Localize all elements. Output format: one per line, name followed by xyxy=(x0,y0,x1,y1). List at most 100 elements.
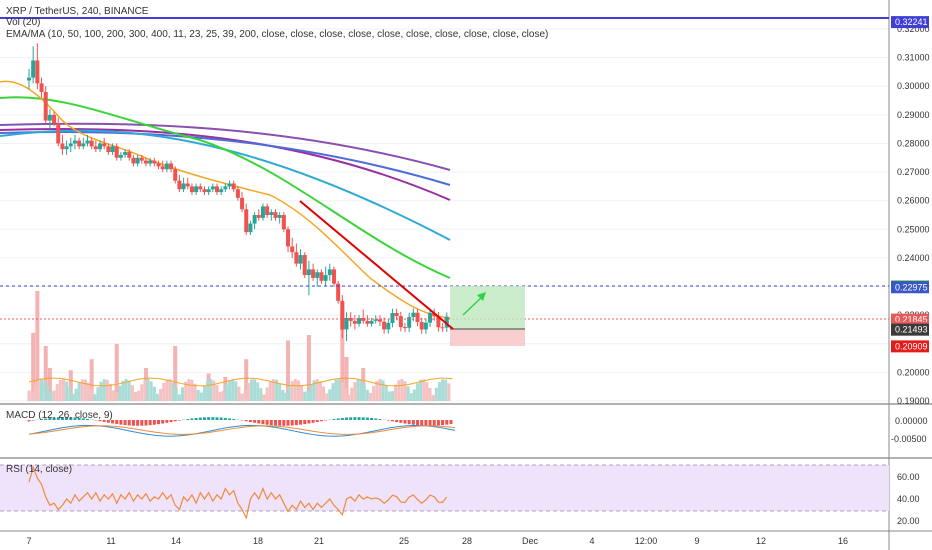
volume-bar xyxy=(378,379,382,401)
stop-zone[interactable] xyxy=(450,329,525,346)
volume-bar xyxy=(87,382,91,401)
candle xyxy=(327,263,332,281)
candle xyxy=(235,186,240,201)
macd-histogram-bar xyxy=(98,420,102,422)
volume-bar xyxy=(47,368,52,401)
candle xyxy=(240,192,245,213)
candle xyxy=(98,140,103,153)
volume-bar xyxy=(362,383,366,401)
time-label: 21 xyxy=(314,536,324,546)
candle xyxy=(85,134,90,147)
volume-bar xyxy=(240,393,244,401)
svg-text:0.20909: 0.20909 xyxy=(895,341,928,351)
volume-bar xyxy=(177,394,181,401)
volume-bar xyxy=(228,380,232,401)
macd-histogram-bar xyxy=(269,420,273,426)
candle xyxy=(265,203,270,218)
macd-histogram-bar xyxy=(186,419,190,420)
candle xyxy=(93,140,98,153)
macd-histogram-bar xyxy=(73,417,77,420)
volume-bar xyxy=(340,382,344,401)
macd-histogram-bar xyxy=(374,418,378,420)
volume-bar xyxy=(425,382,429,401)
volume-bar xyxy=(209,379,213,401)
candle xyxy=(81,137,86,150)
volume-bar xyxy=(33,385,37,401)
macd-histogram-bar xyxy=(157,420,161,425)
macd-histogram-bar xyxy=(303,420,307,425)
volume-bar xyxy=(347,394,351,401)
macd-histogram-bar xyxy=(228,418,232,420)
price-tick: 0.31000 xyxy=(897,53,930,63)
time-axis-labels: 7 11 14 18 21 25 28 Dec 4 12:00 9 12 16 xyxy=(26,536,848,546)
candle xyxy=(202,186,207,195)
macd-histogram-bar xyxy=(311,420,315,423)
volume-bar xyxy=(173,346,178,401)
volume-bar xyxy=(71,393,75,401)
volume-bar xyxy=(212,380,216,401)
volume-bar xyxy=(244,359,249,401)
volume-bar xyxy=(441,379,445,401)
candle xyxy=(47,109,52,130)
candle xyxy=(373,315,378,324)
macd-histogram-bar xyxy=(403,420,407,424)
macd-histogram-bar xyxy=(336,418,340,420)
volume-bar xyxy=(184,381,188,401)
candle xyxy=(118,152,123,161)
volume-bar xyxy=(231,379,235,401)
macd-histogram-bar xyxy=(148,420,152,426)
candle xyxy=(89,137,94,150)
macd-histogram-bar xyxy=(357,417,361,420)
candle xyxy=(319,269,324,284)
candle xyxy=(135,154,140,167)
price-tick: 0.28000 xyxy=(897,138,930,148)
volume-bar xyxy=(134,391,138,401)
volume-bar xyxy=(61,379,65,401)
volume-bar xyxy=(322,386,326,401)
candle xyxy=(286,226,291,253)
macd-histogram-bar xyxy=(115,420,119,425)
volume-bar xyxy=(437,382,441,401)
volume-bar xyxy=(284,392,288,401)
volume-bar xyxy=(43,380,47,401)
macd-histogram-bar xyxy=(349,417,353,420)
volume-bar xyxy=(115,392,119,401)
volume-bar xyxy=(137,390,141,401)
target-zone[interactable] xyxy=(450,286,525,329)
macd-histogram-bar xyxy=(81,418,85,420)
candle xyxy=(377,315,382,326)
volume-bar xyxy=(337,379,341,401)
macd-histogram-bar xyxy=(44,418,48,420)
macd-histogram-bar xyxy=(273,420,277,426)
volume-bar xyxy=(149,381,153,401)
candle xyxy=(198,183,203,193)
volume-bar xyxy=(36,380,40,401)
volume-bar xyxy=(68,370,73,401)
candle xyxy=(72,134,77,150)
candle xyxy=(244,203,249,236)
price-tick: 0.30000 xyxy=(897,81,930,91)
volume-bar xyxy=(127,380,131,401)
macd-histogram-bar xyxy=(207,417,211,420)
volume-bar xyxy=(306,335,311,401)
volume-bar xyxy=(293,379,297,401)
candle xyxy=(407,312,412,333)
volume-bar xyxy=(416,383,420,401)
macd-histogram-bar xyxy=(265,420,269,425)
time-label: 4 xyxy=(589,536,594,546)
volume-bar xyxy=(224,384,228,401)
candle xyxy=(419,317,424,334)
volume-bar xyxy=(193,383,197,401)
volume-bar xyxy=(202,385,206,401)
volume-bar xyxy=(434,387,438,401)
descending-trendline[interactable] xyxy=(299,200,454,330)
volume-bar xyxy=(369,392,373,401)
macd-histogram-bar xyxy=(390,420,394,422)
volume-bar xyxy=(112,390,116,401)
candle xyxy=(52,111,57,127)
volume-bar xyxy=(83,379,87,401)
candle xyxy=(169,160,174,173)
candle xyxy=(114,143,119,161)
macd-histogram-bar xyxy=(85,418,89,420)
